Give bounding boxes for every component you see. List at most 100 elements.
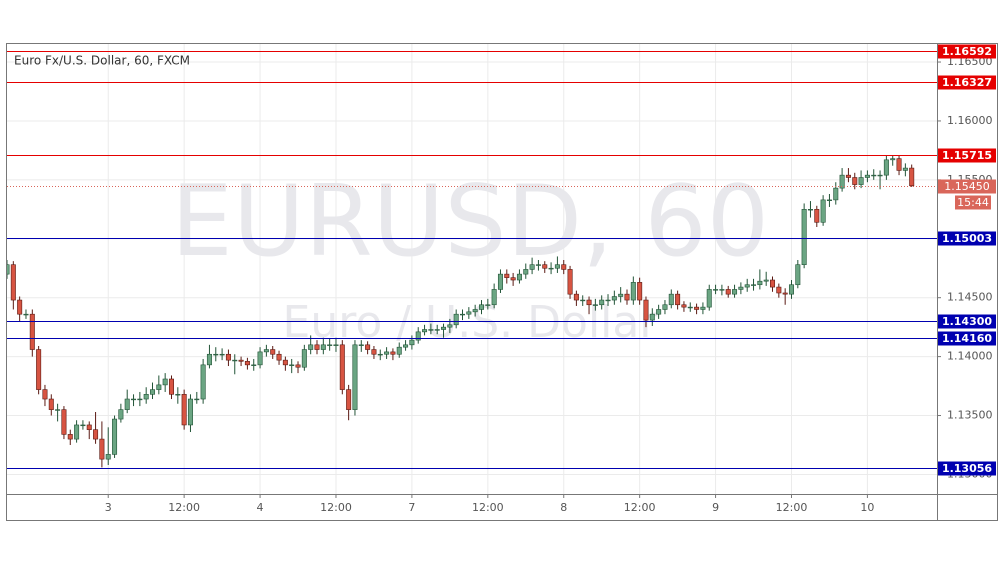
candle-body: [150, 389, 156, 395]
candle-body: [472, 309, 478, 313]
x-tick-label: 12:00: [776, 501, 808, 514]
candle-body: [282, 359, 288, 366]
candle-body: [29, 313, 35, 350]
candle-body: [17, 299, 23, 315]
candle-body: [510, 277, 516, 281]
candle-body: [795, 264, 801, 286]
candle-body: [833, 187, 839, 201]
candle-body: [668, 293, 674, 306]
candle-body: [497, 273, 503, 290]
candle-body: [649, 313, 655, 321]
candle-body: [346, 389, 352, 410]
candle-body: [308, 344, 314, 350]
x-tick-label: 12:00: [320, 501, 352, 514]
candle-body: [74, 424, 80, 440]
candle-body: [36, 349, 42, 390]
candle-body: [206, 353, 212, 366]
candle-body: [814, 209, 820, 223]
candle-body: [902, 167, 908, 171]
candle-body: [137, 398, 143, 401]
candle-body: [42, 389, 48, 400]
candle-body: [447, 324, 453, 328]
candle-body: [187, 398, 193, 426]
candle-body: [864, 174, 870, 178]
candle-body: [105, 454, 111, 460]
level-label: 1.14160: [942, 332, 992, 345]
x-tick-label: 12:00: [472, 501, 504, 514]
candle-body: [124, 398, 130, 410]
candle-body: [643, 299, 649, 321]
candle-body: [339, 344, 345, 390]
candle-body: [820, 199, 826, 223]
candle-body: [67, 434, 73, 440]
x-tick-label: 12:00: [624, 501, 656, 514]
candle-body: [801, 209, 807, 265]
level-label: 1.15715: [942, 149, 992, 162]
x-tick-label: 4: [257, 501, 264, 514]
x-tick-label: 10: [860, 501, 874, 514]
candle-body: [751, 284, 757, 286]
x-tick-label: 12:00: [168, 501, 200, 514]
last-price-box: [938, 179, 996, 194]
candle-body: [295, 364, 301, 368]
candle-body: [156, 384, 162, 390]
candle-body: [403, 344, 409, 348]
candle-body: [396, 346, 402, 355]
candle-body: [871, 174, 877, 177]
level-label: 1.13056: [942, 462, 992, 475]
candle-body: [213, 353, 219, 356]
candle-body: [200, 364, 206, 400]
candle-body: [428, 329, 434, 331]
candle-body: [48, 398, 54, 410]
candle-body: [289, 364, 295, 366]
candle-body: [86, 424, 92, 430]
candle-body: [409, 339, 415, 346]
candle-body: [605, 299, 611, 302]
candle-body: [422, 329, 428, 333]
candle-body: [352, 344, 358, 410]
candle-body: [618, 293, 624, 297]
candle-body: [131, 398, 137, 401]
candle-body: [251, 364, 257, 366]
candle-body: [573, 293, 579, 301]
candle-body: [327, 344, 333, 346]
candle-body: [225, 353, 231, 361]
candle-body: [725, 289, 731, 295]
candle-body: [807, 209, 813, 211]
y-tick-label: 1.13500: [947, 409, 993, 422]
candle-body: [732, 289, 738, 295]
level-label-box: [938, 44, 996, 59]
candle-body: [162, 378, 168, 386]
level-label: 1.14300: [942, 315, 992, 328]
y-tick-label: 1.14000: [947, 350, 993, 363]
candle-body: [744, 284, 750, 288]
candle-body: [630, 282, 636, 301]
candle-body: [567, 269, 573, 295]
candle-body: [377, 353, 383, 356]
candle-body: [681, 304, 687, 308]
candle-body: [776, 286, 782, 294]
candle-body: [460, 313, 466, 316]
candle-body: [637, 282, 643, 301]
countdown-box: [955, 195, 991, 210]
candle-body: [453, 313, 459, 326]
candle-body: [276, 353, 282, 361]
candle-body: [852, 177, 858, 185]
candle-body: [675, 293, 681, 306]
candle-body: [491, 289, 497, 306]
candle-body: [175, 394, 181, 396]
candle-body: [788, 284, 794, 295]
candle-body: [301, 349, 307, 368]
level-label: 1.15003: [942, 232, 992, 245]
y-tick-label: 1.16000: [947, 114, 993, 127]
candle-body: [99, 438, 105, 460]
candle-body: [687, 306, 693, 309]
candle-body: [694, 306, 700, 310]
level-label-box: [938, 314, 996, 329]
candle-body: [592, 304, 598, 306]
candle-body: [263, 349, 269, 353]
candle-body: [390, 351, 396, 355]
candle-body: [7, 264, 10, 275]
candle-body: [599, 299, 605, 306]
